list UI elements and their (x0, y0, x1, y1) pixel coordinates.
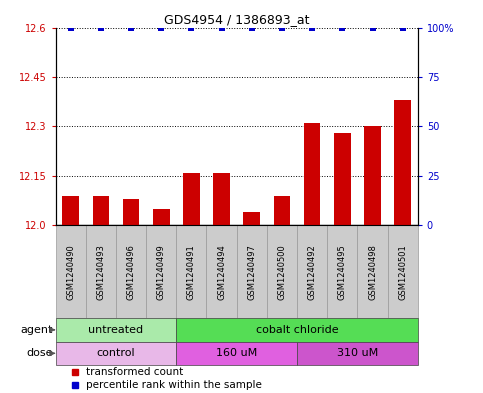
Text: 160 uM: 160 uM (216, 348, 257, 358)
Bar (274, 196, 290, 225)
Bar (364, 127, 381, 225)
Bar (183, 173, 199, 225)
Point (278, 24, 286, 31)
Bar (297, 225, 327, 318)
Bar (327, 225, 357, 318)
Bar (176, 225, 207, 318)
Point (399, 24, 407, 31)
Text: GSM1240500: GSM1240500 (277, 244, 286, 299)
Text: agent: agent (21, 325, 53, 335)
Text: GSM1240493: GSM1240493 (96, 244, 105, 299)
Text: GSM1240495: GSM1240495 (338, 244, 347, 299)
Text: untreated: untreated (88, 325, 143, 335)
Point (97, 24, 105, 31)
Text: 310 uM: 310 uM (337, 348, 378, 358)
Text: GSM1240497: GSM1240497 (247, 244, 256, 299)
Point (67, 24, 74, 31)
Bar (93, 196, 109, 225)
Bar (334, 133, 351, 225)
Bar (176, 318, 418, 342)
Bar (388, 225, 418, 318)
Bar (123, 199, 139, 225)
Point (339, 24, 346, 31)
Bar (237, 225, 267, 318)
Text: transformed count: transformed count (86, 367, 184, 377)
Text: GSM1240494: GSM1240494 (217, 244, 226, 299)
Bar (297, 342, 418, 365)
Bar (56, 342, 176, 365)
Bar (207, 225, 237, 318)
Bar (56, 225, 86, 318)
Text: GSM1240490: GSM1240490 (66, 244, 75, 299)
Bar (304, 123, 320, 225)
Point (308, 24, 316, 31)
Point (127, 24, 135, 31)
Text: GSM1240496: GSM1240496 (127, 244, 136, 299)
Bar (116, 225, 146, 318)
Text: GSM1240498: GSM1240498 (368, 244, 377, 299)
Text: cobalt chloride: cobalt chloride (256, 325, 339, 335)
Text: percentile rank within the sample: percentile rank within the sample (86, 380, 262, 390)
Text: GSM1240501: GSM1240501 (398, 244, 407, 299)
Bar (267, 225, 297, 318)
Bar (153, 209, 170, 225)
Point (157, 24, 165, 31)
Point (187, 24, 195, 31)
Text: control: control (97, 348, 135, 358)
Bar (213, 173, 230, 225)
Bar (146, 225, 176, 318)
Point (248, 24, 256, 31)
Bar (243, 212, 260, 225)
Point (369, 24, 376, 31)
Title: GDS4954 / 1386893_at: GDS4954 / 1386893_at (164, 13, 310, 26)
Bar (395, 100, 411, 225)
Bar (56, 318, 176, 342)
Bar (357, 225, 388, 318)
Text: dose: dose (27, 348, 53, 358)
Bar (176, 342, 297, 365)
Point (218, 24, 226, 31)
Text: GSM1240492: GSM1240492 (308, 244, 317, 299)
Bar (62, 196, 79, 225)
Text: GSM1240491: GSM1240491 (187, 244, 196, 299)
Bar (86, 225, 116, 318)
Text: GSM1240499: GSM1240499 (156, 244, 166, 299)
